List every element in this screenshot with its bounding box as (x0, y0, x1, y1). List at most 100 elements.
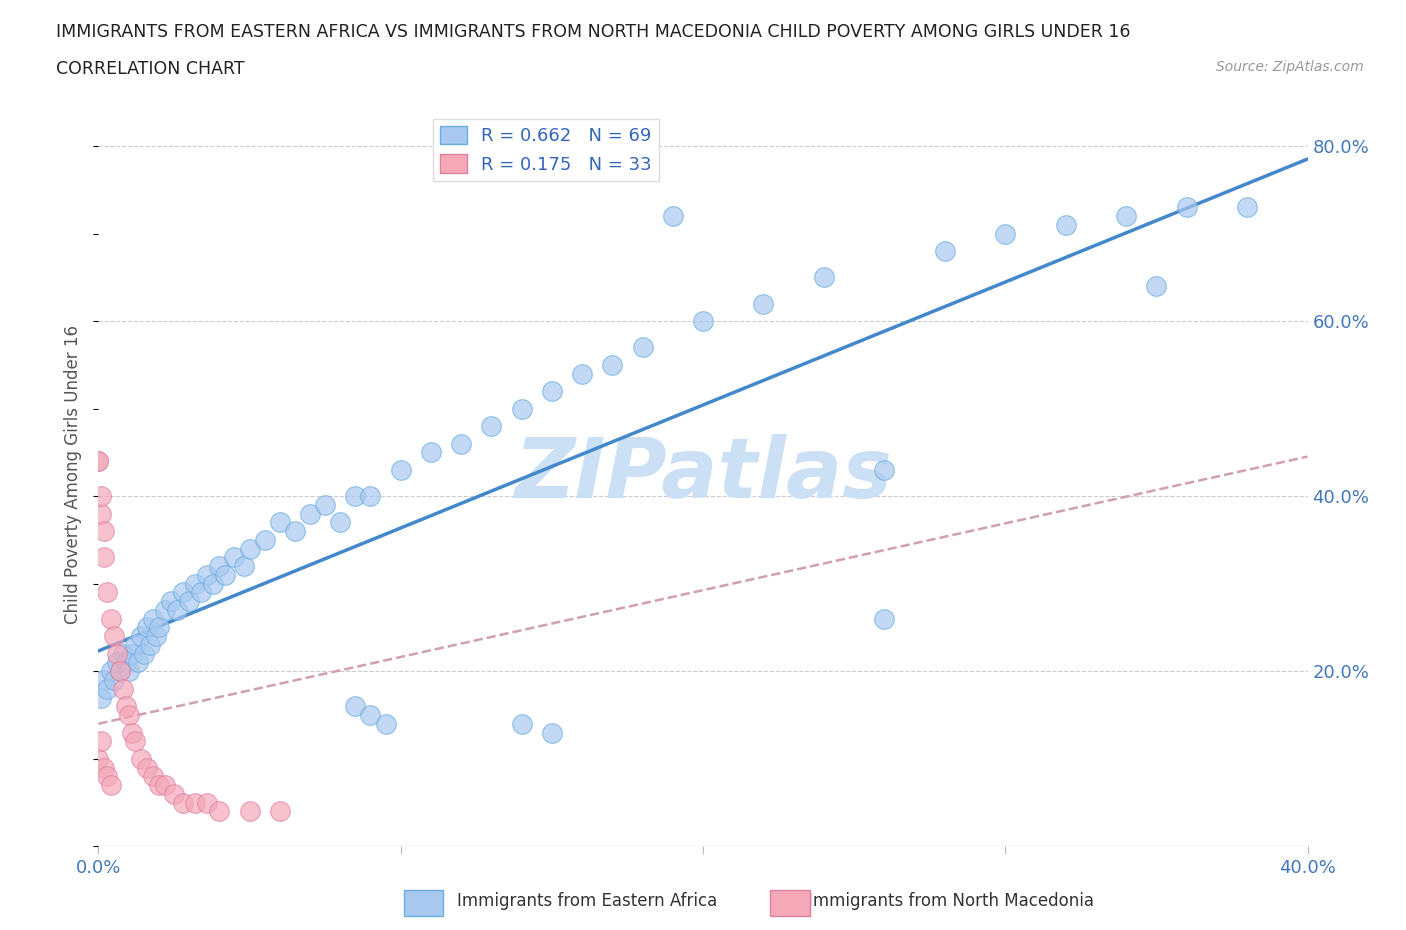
Point (90, 690, 112, 705)
Point (114, 655, 136, 670)
Point (93, 760, 115, 775)
Point (129, 629, 152, 644)
Point (100, 611, 122, 626)
Point (631, 340, 654, 355)
Point (450, 436, 472, 451)
Point (813, 270, 835, 285)
Point (93, 672, 115, 687)
Point (481, 418, 503, 433)
Text: Source: ZipAtlas.com: Source: ZipAtlas.com (1216, 60, 1364, 74)
Point (142, 769, 165, 784)
Y-axis label: Child Poverty Among Girls Under 16: Child Poverty Among Girls Under 16 (65, 325, 83, 624)
Text: Immigrants from North Macedonia: Immigrants from North Macedonia (808, 892, 1094, 910)
Point (1115, 208, 1137, 223)
Point (163, 787, 186, 802)
Point (184, 577, 207, 591)
Point (253, 533, 276, 548)
Point (510, 401, 533, 416)
Point (195, 795, 218, 810)
Point (139, 638, 162, 653)
Point (179, 593, 201, 608)
Point (90, 734, 112, 749)
Point (752, 296, 775, 311)
Point (153, 777, 176, 792)
Point (87, 454, 110, 469)
Point (111, 682, 134, 697)
Point (172, 795, 194, 810)
Point (239, 541, 262, 556)
Point (195, 567, 218, 582)
Point (96, 585, 118, 600)
Point (360, 708, 382, 723)
Point (105, 646, 128, 661)
Point (269, 515, 291, 530)
Point (90, 506, 112, 521)
Point (389, 462, 412, 477)
Point (214, 567, 236, 582)
Point (232, 559, 254, 574)
Point (160, 593, 183, 608)
Point (994, 226, 1017, 241)
Point (692, 313, 714, 328)
Point (510, 716, 533, 731)
Point (172, 585, 194, 600)
Point (190, 585, 212, 600)
Point (103, 629, 125, 644)
Legend: R = 0.662   N = 69, R = 0.175   N = 33: R = 0.662 N = 69, R = 0.175 N = 33 (433, 119, 659, 181)
Point (87, 751, 110, 766)
Point (344, 698, 367, 713)
Point (540, 384, 562, 399)
Point (202, 577, 225, 591)
Point (1144, 279, 1167, 294)
Point (166, 603, 188, 618)
Point (108, 664, 131, 679)
Point (224, 550, 246, 565)
Point (1175, 200, 1198, 215)
Point (142, 611, 165, 626)
Text: Immigrants from Eastern Africa: Immigrants from Eastern Africa (457, 892, 717, 910)
Point (208, 559, 231, 574)
Point (118, 708, 141, 723)
Point (184, 795, 207, 810)
Point (127, 655, 149, 670)
Point (284, 524, 307, 538)
Point (124, 734, 146, 749)
Point (661, 208, 683, 223)
Point (145, 629, 167, 644)
Point (873, 462, 896, 477)
Point (124, 638, 146, 653)
Point (105, 655, 128, 670)
Point (148, 777, 170, 792)
Point (118, 664, 141, 679)
Point (103, 672, 125, 687)
Point (135, 620, 157, 635)
Point (96, 682, 118, 697)
Point (540, 725, 562, 740)
Point (873, 611, 896, 626)
Point (100, 777, 122, 792)
Point (269, 804, 291, 818)
Point (934, 244, 956, 259)
Point (344, 489, 367, 504)
Point (602, 357, 624, 372)
Point (299, 506, 322, 521)
Point (121, 646, 143, 661)
Point (420, 445, 443, 459)
Point (1054, 218, 1077, 232)
Point (90, 489, 112, 504)
Point (329, 515, 352, 530)
Point (121, 725, 143, 740)
Point (111, 646, 134, 661)
Text: IMMIGRANTS FROM EASTERN AFRICA VS IMMIGRANTS FROM NORTH MACEDONIA CHILD POVERTY : IMMIGRANTS FROM EASTERN AFRICA VS IMMIGR… (56, 23, 1130, 41)
Point (93, 524, 115, 538)
Point (135, 760, 157, 775)
Point (239, 804, 262, 818)
Point (208, 804, 231, 818)
Point (314, 498, 336, 512)
Point (108, 664, 131, 679)
Point (360, 489, 382, 504)
Point (114, 698, 136, 713)
Point (132, 646, 155, 661)
Point (374, 716, 396, 731)
Point (96, 769, 118, 784)
